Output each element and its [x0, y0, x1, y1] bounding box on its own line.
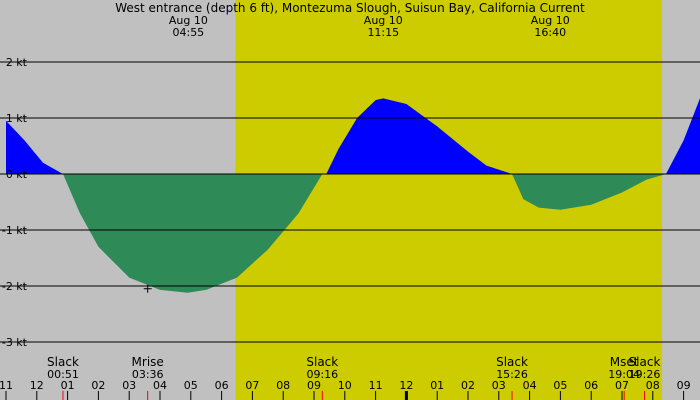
event-time-label: 19:04 — [608, 368, 640, 381]
flood-current-area — [6, 98, 700, 174]
x-tick-label: 04 — [523, 379, 537, 392]
x-tick-label: 07 — [615, 379, 629, 392]
x-tick-label: 10 — [338, 379, 352, 392]
x-tick-label: 01 — [430, 379, 444, 392]
event-time-label: 03:36 — [132, 368, 164, 381]
peak-date-label: Aug 10 — [364, 14, 403, 27]
event-time-label: 15:26 — [496, 368, 528, 381]
peak-time-label: 04:55 — [172, 26, 204, 39]
x-tick-label: 11 — [0, 379, 13, 392]
event-label: Slack — [496, 355, 528, 369]
x-tick-label: 09 — [307, 379, 321, 392]
y-tick-label: 1 kt — [6, 112, 28, 125]
event-label: Mset — [610, 355, 639, 369]
event-time-label: 19:26 — [629, 368, 661, 381]
x-tick-label: 03 — [492, 379, 506, 392]
x-tick-label: 02 — [91, 379, 105, 392]
x-tick-label: 05 — [553, 379, 567, 392]
x-tick-label: 07 — [245, 379, 259, 392]
x-tick-label: 09 — [677, 379, 691, 392]
event-time-label: 00:51 — [47, 368, 79, 381]
event-label: Mrise — [132, 355, 164, 369]
y-tick-label: 2 kt — [6, 56, 28, 69]
ebb-current-area — [63, 174, 666, 293]
x-tick-label: 01 — [61, 379, 75, 392]
moonrise-marker — [143, 284, 152, 293]
event-label: Slack — [629, 355, 661, 369]
x-tick-label: 04 — [153, 379, 167, 392]
x-tick-label: 06 — [584, 379, 598, 392]
x-tick-label: 02 — [461, 379, 475, 392]
y-tick-label: -3 kt — [2, 336, 28, 349]
x-tick-label: 11 — [369, 379, 383, 392]
x-tick-label: 06 — [215, 379, 229, 392]
x-tick-label: 12 — [30, 379, 44, 392]
x-tick-label: 08 — [646, 379, 660, 392]
y-tick-label: -2 kt — [2, 280, 28, 293]
peak-time-label: 11:15 — [367, 26, 399, 39]
event-label: Slack — [47, 355, 79, 369]
event-time-label: 09:16 — [306, 368, 338, 381]
peak-time-label: 16:40 — [534, 26, 566, 39]
event-label: Slack — [306, 355, 338, 369]
peak-date-label: Aug 10 — [531, 14, 570, 27]
midnight-tick-mark — [404, 391, 408, 400]
x-tick-label: 05 — [184, 379, 198, 392]
y-tick-label: -1 kt — [2, 224, 28, 237]
x-tick-label: 08 — [276, 379, 290, 392]
y-tick-label: 0 kt — [6, 168, 28, 181]
chart-title: West entrance (depth 6 ft), Montezuma Sl… — [115, 1, 585, 15]
x-tick-label: 12 — [399, 379, 413, 392]
x-tick-label: 03 — [122, 379, 136, 392]
peak-date-label: Aug 10 — [169, 14, 208, 27]
